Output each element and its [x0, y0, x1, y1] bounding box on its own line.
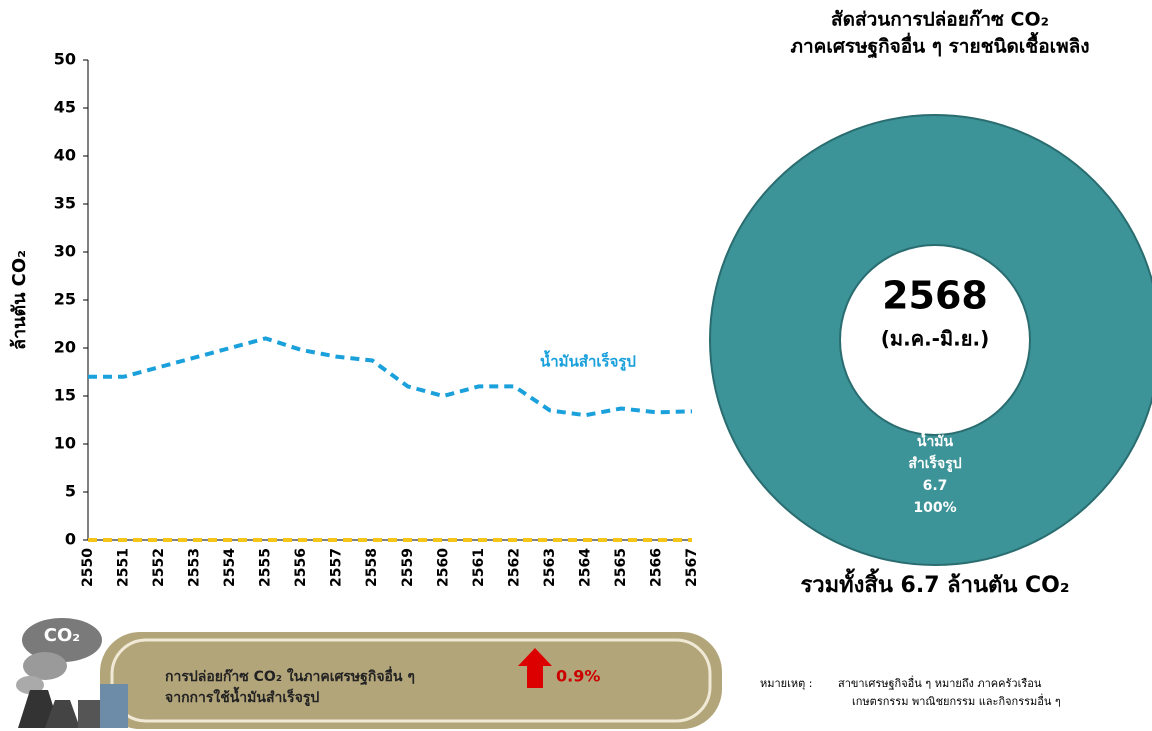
y-tick-label: 15 [54, 386, 76, 405]
x-tick-label: 2566 [648, 548, 664, 587]
banner-line: การปล่อยก๊าซ CO₂ ในภาคเศรษฐกิจอื่น ๆ [165, 666, 415, 686]
slice-percent: 100% [913, 500, 956, 516]
x-tick-label: 2550 [80, 548, 96, 587]
x-tick-label: 2562 [506, 548, 522, 587]
y-tick-label: 20 [54, 338, 76, 357]
line-series [88, 338, 692, 415]
y-axis-label: ล้านตัน CO₂ [9, 250, 30, 350]
y-tick-label: 45 [54, 98, 76, 117]
chart-title: สัดส่วนการปล่อยก๊าซ CO₂ [831, 9, 1049, 31]
y-tick-label: 10 [54, 434, 76, 453]
banner-change: 0.9% [556, 667, 600, 686]
note-label: หมายเหตุ : [760, 677, 812, 690]
y-tick-label: 25 [54, 290, 76, 309]
x-tick-label: 2556 [293, 548, 309, 587]
total-label: รวมทั้งสิ้น 6.7 ล้านตัน CO₂ [800, 568, 1069, 598]
y-tick-label: 0 [65, 530, 76, 549]
y-tick-label: 30 [54, 242, 76, 261]
x-tick-label: 2551 [116, 548, 132, 587]
x-tick-label: 2565 [613, 548, 629, 587]
slice-label: น้ำมัน [917, 430, 954, 450]
icon-label: CO₂ [44, 625, 80, 646]
center-label: 2568 [882, 274, 988, 318]
page: CO₂ การปล่อยก๊าซ CO₂ ในภาคเศรษฐกิจอื่น ๆ… [0, 0, 1152, 731]
x-tick-label: 2559 [400, 548, 416, 587]
center-label: (ม.ค.-มิ.ย.) [881, 327, 989, 351]
x-tick-label: 2552 [151, 548, 167, 587]
x-tick-label: 2567 [684, 548, 700, 587]
x-tick-label: 2563 [542, 548, 558, 587]
y-tick-label: 40 [54, 146, 76, 165]
note-line: สาขาเศรษฐกิจอื่น ๆ หมายถึง ภาคครัวเรือน [838, 675, 1042, 690]
series-label: น้ำมันสำเร็จรูป [540, 350, 636, 372]
chart-title: ภาคเศรษฐกิจอื่น ๆ รายชนิดเชื้อเพลิง [790, 32, 1089, 60]
x-tick-label: 2560 [435, 548, 451, 587]
y-tick-label: 35 [54, 194, 76, 213]
x-tick-label: 2558 [364, 548, 380, 587]
slice-label: สำเร็จรูป [908, 454, 961, 472]
note-line: เกษตรกรรม พาณิชยกรรม และกิจกรรมอื่น ๆ [852, 693, 1061, 708]
y-tick-label: 5 [65, 482, 76, 501]
x-tick-label: 2553 [187, 548, 203, 587]
x-tick-label: 2561 [471, 548, 487, 587]
x-tick-label: 2554 [222, 548, 238, 587]
slice-value: 6.7 [923, 478, 948, 494]
x-tick-label: 2557 [329, 548, 345, 587]
x-tick-label: 2555 [258, 548, 274, 587]
y-tick-label: 50 [54, 50, 76, 69]
x-tick-label: 2564 [577, 548, 593, 587]
